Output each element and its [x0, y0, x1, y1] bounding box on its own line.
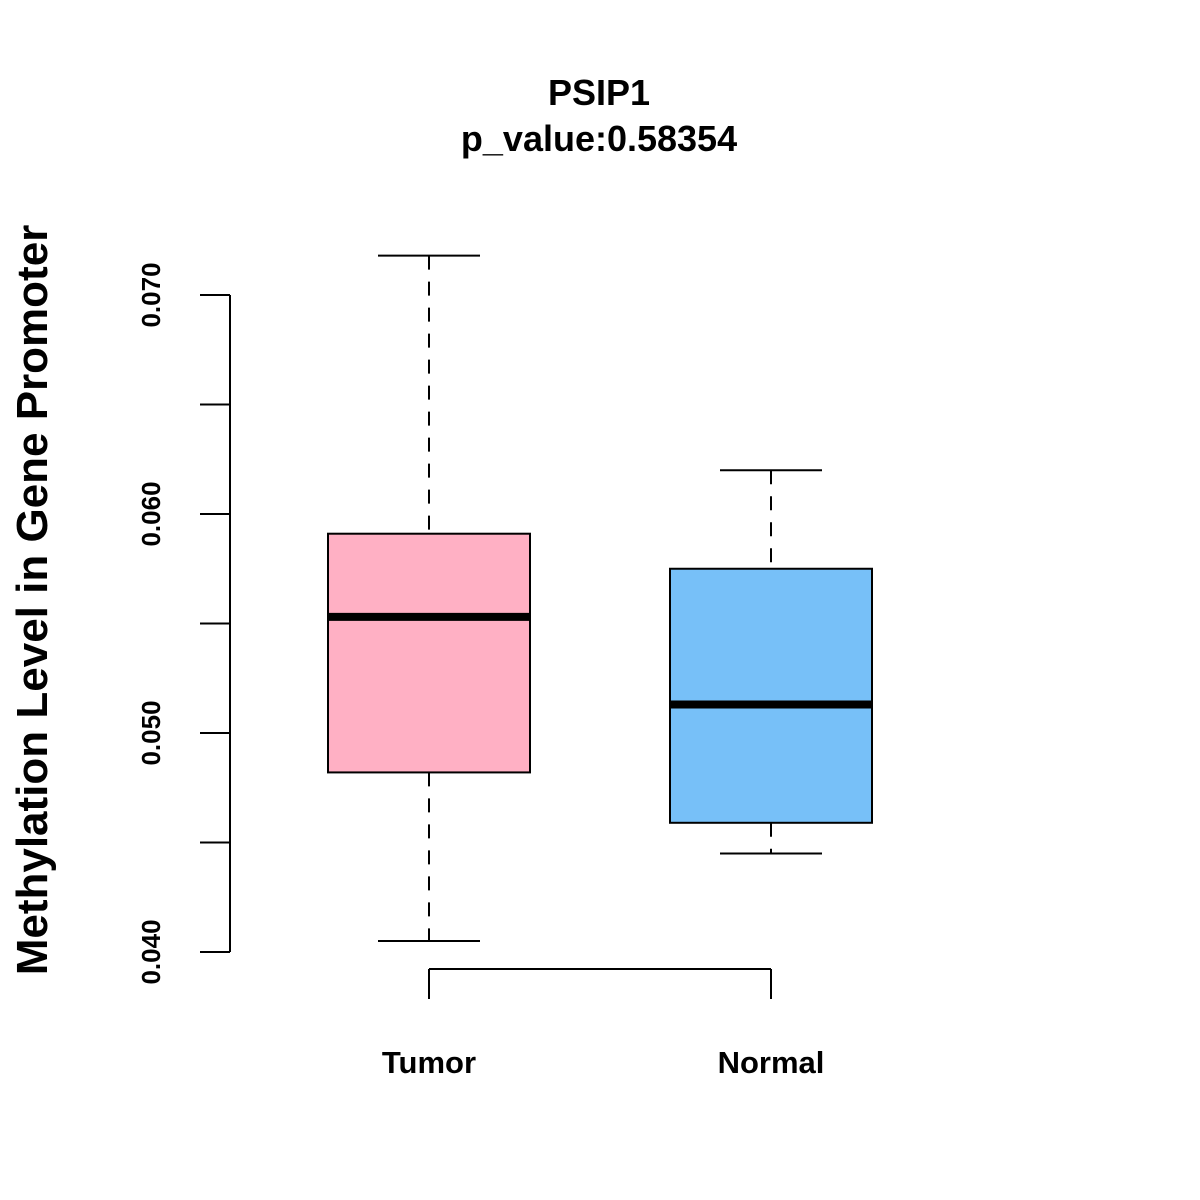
box-iqr [669, 567, 873, 824]
chart-subtitle: p_value:0.58354 [461, 118, 737, 159]
x-axis: Tumor Normal [382, 968, 825, 1080]
y-tick-label: 0.040 [136, 919, 166, 984]
box-normal [669, 469, 873, 855]
box-iqr [327, 532, 531, 774]
y-tick-label: 0.060 [136, 481, 166, 546]
y-axis: 0.040 0.050 0.060 0.070 [136, 262, 231, 985]
chart-title: PSIP1 [548, 72, 650, 113]
box-tumor [327, 254, 531, 943]
x-tick-label: Normal [718, 1045, 825, 1080]
y-axis-label: Methylation Level in Gene Promoter [8, 225, 57, 976]
boxes-group [327, 254, 873, 943]
x-tick-label: Tumor [382, 1045, 476, 1080]
y-tick-label: 0.070 [136, 262, 166, 327]
y-tick-label: 0.050 [136, 700, 166, 765]
